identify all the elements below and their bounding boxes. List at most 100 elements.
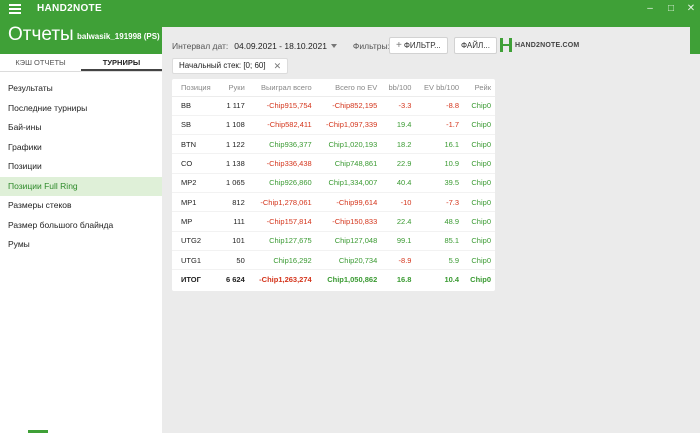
cell-bb100: -3.3	[381, 96, 416, 116]
table-row[interactable]: MP2 1 065 Chip926,860 Chip1,334,007 40.4 39.5…	[172, 173, 495, 193]
column-header-hands[interactable]: Руки	[219, 79, 249, 97]
cell-won-total: -Chip915,754	[248, 96, 316, 116]
cell-rake: Chip0	[470, 275, 491, 285]
cell-rake: Chip0	[463, 115, 495, 136]
main-content: Интервал дат: 04.09.2021 - 18.10.2021 Фи…	[162, 27, 690, 433]
cell-position: MP2	[172, 173, 220, 193]
cell-ev-bb100: 5.9	[415, 250, 464, 271]
column-header-position[interactable]: Позиция	[172, 79, 220, 97]
cell-bb100: -10	[381, 192, 416, 213]
cell-ev-total: Chip1,334,007	[315, 173, 382, 193]
minimize-icon[interactable]: ‒	[647, 3, 653, 14]
cell-won-total: Chip936,377	[248, 134, 316, 155]
cell-ev-total: -Chip852,195	[315, 96, 382, 116]
cell-ev-bb100: -8.8	[415, 96, 464, 116]
table-row[interactable]: BB 1 117 -Chip915,754 -Chip852,195 -3.3 -8.8 C…	[172, 96, 495, 116]
column-header-won-total[interactable]: Выиграл всего	[248, 79, 316, 97]
cell-won-total: -Chip336,438	[248, 153, 316, 174]
cell-rake: Chip0	[463, 231, 495, 251]
cell-position: SB	[172, 115, 220, 136]
cell-ev-total: Chip127,048	[315, 231, 382, 251]
sidebar-item-big-blind-size[interactable]: Размер большого блайнда	[8, 219, 114, 230]
table-row[interactable]: UTG1 50 Chip16,292 Chip20,734 -8.9 5.9 Chip0	[172, 250, 495, 271]
cell-won-total: -Chip582,411	[248, 115, 316, 136]
cell-hands: 111	[219, 211, 249, 232]
column-header-rake[interactable]: Рейк	[463, 79, 495, 97]
table-row[interactable]: MP1 812 -Chip1,278,061 -Chip99,614 -10 -7.3 Ch…	[172, 192, 495, 213]
table-row[interactable]: CO 1 138 -Chip336,438 Chip748,861 22.9 10.9 Ch…	[172, 153, 495, 174]
filters-label: Фильтры:	[352, 41, 390, 51]
cell-ev-total: -Chip99,614	[315, 192, 382, 213]
cell-hands: 1 122	[219, 134, 249, 155]
tab-tournaments[interactable]: ТУРНИРЫ	[81, 54, 162, 71]
hand2note-logo: HAND2NOTE.COM	[500, 38, 579, 52]
sidebar-item-buyins[interactable]: Бай-ины	[8, 122, 42, 132]
date-range-selector[interactable]: 04.09.2021 - 18.10.2021	[234, 41, 337, 51]
cell-ev-bb100: -7.3	[415, 192, 464, 213]
cell-ev-bb100: 85.1	[415, 231, 464, 251]
cell-position: UTG1	[172, 250, 220, 271]
column-header-ev-total[interactable]: Всего по EV	[315, 79, 382, 97]
sidebar-item-positions[interactable]: Позиции	[8, 161, 42, 171]
sidebar-item-stack-sizes[interactable]: Размеры стеков	[8, 200, 72, 210]
sidebar-item-graphs[interactable]: Графики	[8, 141, 42, 152]
cell-bb100: 40.4	[381, 173, 416, 193]
cell-hands: 812	[219, 192, 249, 213]
cell-bb100: 99.1	[381, 231, 416, 251]
filter-bar: Интервал дат: 04.09.2021 - 18.10.2021 Фи…	[172, 39, 390, 53]
sidebar-scroll-indicator	[28, 430, 48, 433]
cell-won-total: Chip16,292	[248, 250, 316, 271]
cell-bb100: 16.8	[396, 275, 412, 285]
cell-ev-bb100: 10.9	[415, 153, 464, 174]
close-icon[interactable]: ✕	[273, 61, 282, 71]
hamburger-menu-icon[interactable]	[9, 4, 21, 14]
cell-won-total: Chip127,675	[248, 231, 316, 251]
sidebar-item-rooms[interactable]: Румы	[8, 239, 30, 249]
cell-position: BTN	[172, 134, 220, 155]
column-header-ev-bb100[interactable]: EV bb/100	[415, 79, 464, 97]
file-button[interactable]: ФАЙЛ...	[454, 37, 497, 54]
cell-rake: Chip0	[463, 250, 495, 271]
cell-hands: 6 624	[225, 275, 245, 285]
sidebar: КЭШ ОТЧЕТЫ ТУРНИРЫ Результаты Последние …	[0, 54, 162, 433]
title-bar: HAND2NOTE ‒ □ ✕	[0, 0, 700, 18]
sidebar-item-results[interactable]: Результаты	[8, 83, 53, 93]
cell-position: MP	[172, 211, 220, 232]
sidebar-item-recent-tournaments[interactable]: Последние турниры	[8, 102, 88, 113]
close-icon[interactable]: ✕	[686, 3, 696, 14]
cell-rake: Chip0	[463, 134, 495, 155]
app-title: HAND2NOTE	[37, 3, 102, 14]
column-header-bb100[interactable]: bb/100	[381, 79, 416, 97]
interval-label: Интервал дат:	[172, 41, 229, 51]
cell-bb100: 18.2	[381, 134, 416, 155]
hand2note-logo-icon	[500, 38, 512, 52]
table-row[interactable]: UTG2 101 Chip127,675 Chip127,048 99.1 85.1 Chi…	[172, 231, 495, 251]
tab-cash-reports[interactable]: КЭШ ОТЧЕТЫ	[15, 58, 66, 67]
add-filter-label: ФИЛЬТР...	[403, 41, 441, 50]
sidebar-menu: Результаты Последние турниры Бай-ины Гра…	[0, 79, 162, 255]
sidebar-item-positions-full-ring[interactable]: Позиции Full Ring	[0, 176, 162, 196]
table-row[interactable]: SB 1 108 -Chip582,411 -Chip1,097,339 19.4 -1.…	[172, 115, 495, 136]
cell-ev-total: Chip1,020,193	[315, 134, 382, 155]
cell-position: BB	[172, 96, 220, 116]
cell-hands: 1 108	[219, 115, 249, 136]
cell-hands: 101	[219, 231, 249, 251]
cell-bb100: 22.4	[381, 211, 416, 232]
active-filter-chip: Начальный стек: [0; 60] ✕	[172, 58, 289, 74]
active-filter-label: Начальный стек: [0; 60]	[179, 61, 266, 70]
cell-hands: 1 065	[219, 173, 249, 193]
cell-rake: Chip0	[463, 211, 495, 232]
table-total-row[interactable]: ИТОГ 6 624 -Chip1,263,274 Chip1,050,862 16.8…	[172, 270, 495, 289]
logo-text: HAND2NOTE.COM	[515, 41, 580, 49]
account-name: balwasik_191998 (PS)	[77, 32, 160, 41]
maximize-icon[interactable]: □	[667, 3, 675, 14]
table-row[interactable]: MP 111 -Chip157,814 -Chip150,833 22.4 48.9 Chi…	[172, 211, 495, 232]
account-selector[interactable]: balwasik_191998 (PS)	[77, 32, 170, 41]
add-filter-button[interactable]: + ФИЛЬТР...	[389, 37, 448, 54]
plus-icon: +	[396, 40, 402, 51]
page-title: Отчеты	[8, 24, 74, 45]
cell-bb100: 22.9	[381, 153, 416, 174]
table-row[interactable]: BTN 1 122 Chip936,377 Chip1,020,193 18.2 16.1…	[172, 134, 495, 155]
cell-ev-total: Chip20,734	[315, 250, 382, 271]
cell-ev-total: Chip748,861	[315, 153, 382, 174]
